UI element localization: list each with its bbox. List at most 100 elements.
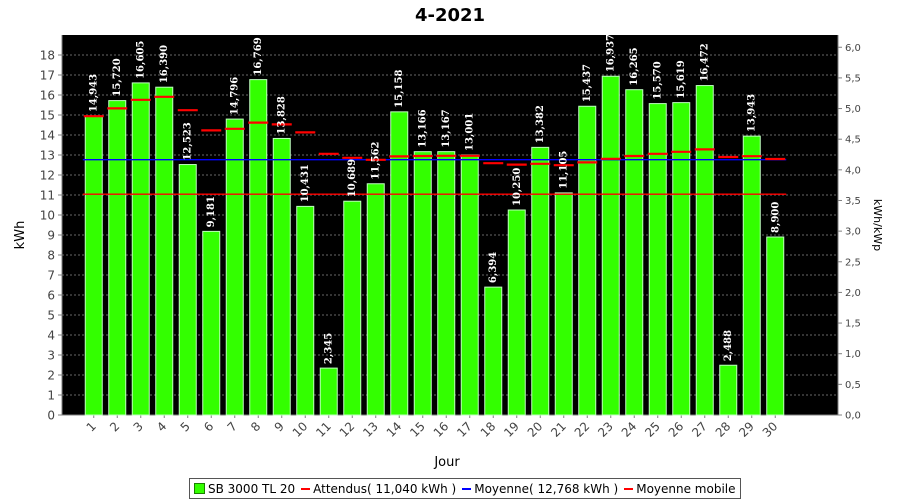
y2-tick-label: 6,0 bbox=[845, 43, 861, 54]
x-tick-label: 17 bbox=[454, 419, 475, 440]
y2-tick-label: 5,5 bbox=[845, 73, 861, 84]
bar-value-label: 10,431 bbox=[300, 164, 311, 202]
bar bbox=[648, 103, 667, 416]
y-tick-label: 13 bbox=[40, 149, 55, 163]
x-tick-label: 2 bbox=[107, 419, 122, 434]
bar-value-label: 6,394 bbox=[488, 252, 499, 283]
legend-label-moyenne-mobile: Moyenne mobile bbox=[636, 481, 736, 496]
x-tick-label: 19 bbox=[501, 419, 522, 440]
y-axis-label: kWh bbox=[13, 221, 28, 250]
bar bbox=[531, 146, 550, 416]
bar bbox=[390, 111, 409, 416]
x-tick-label: 13 bbox=[360, 419, 381, 440]
bar-value-label: 2,345 bbox=[324, 333, 335, 364]
x-tick-label: 3 bbox=[131, 419, 146, 434]
bar bbox=[601, 75, 620, 416]
legend-label-production: SB 3000 TL 20 bbox=[208, 481, 296, 496]
bar-value-label: 10,689 bbox=[347, 159, 358, 197]
x-tick-label: 6 bbox=[201, 419, 216, 434]
chart-title: 4-2021 bbox=[415, 5, 485, 26]
y-axis-right: 0,0 0,5 1,0 1,5 2,0 2,5 3,0 3,5 4,0 4,5 5,0 5,5 6,0 bbox=[837, 35, 861, 422]
y-tick-label: 11 bbox=[40, 189, 55, 203]
bar-value-label: 11,105 bbox=[559, 151, 570, 189]
y-tick-label: 3 bbox=[47, 349, 55, 363]
x-tick-label: 12 bbox=[337, 419, 358, 440]
bar bbox=[225, 118, 244, 416]
y2-tick-label: 5,0 bbox=[845, 104, 861, 115]
x-tick-label: 9 bbox=[272, 419, 287, 434]
legend-label-attendus: Attendus( 11,040 kWh ) bbox=[313, 481, 457, 496]
bar bbox=[507, 209, 526, 416]
legend-item-attendus: Attendus( 11,040 kWh ) bbox=[301, 482, 456, 496]
bar bbox=[766, 236, 785, 416]
y-tick-label: 8 bbox=[47, 249, 55, 263]
y-tick-label: 17 bbox=[40, 69, 55, 83]
y-tick-label: 4 bbox=[47, 329, 55, 343]
y-tick-label: 1 bbox=[47, 389, 55, 403]
bar bbox=[155, 86, 174, 416]
x-tick-label: 20 bbox=[525, 419, 546, 440]
bar bbox=[84, 115, 103, 416]
y-tick-label: 10 bbox=[40, 209, 55, 223]
bar-value-label: 16,605 bbox=[136, 41, 147, 79]
bar-value-label: 15,158 bbox=[394, 70, 405, 108]
bar-value-label: 16,769 bbox=[253, 37, 264, 75]
x-tick-label: 27 bbox=[689, 419, 710, 440]
bar-value-label: 13,382 bbox=[535, 105, 546, 143]
x-tick-label: 14 bbox=[384, 419, 405, 440]
bar-value-label: 10,250 bbox=[512, 168, 523, 206]
bar bbox=[413, 151, 432, 416]
y-tick-label: 15 bbox=[40, 109, 55, 123]
bar bbox=[672, 102, 691, 416]
bar-value-label: 16,472 bbox=[700, 43, 711, 81]
y-tick-label: 9 bbox=[47, 229, 55, 243]
bar bbox=[272, 137, 291, 416]
x-tick-label: 22 bbox=[572, 419, 593, 440]
x-tick-label: 18 bbox=[478, 419, 499, 440]
x-tick-label: 11 bbox=[313, 419, 334, 440]
x-tick-label: 24 bbox=[619, 419, 640, 440]
x-tick-label: 7 bbox=[225, 419, 240, 434]
x-tick-label: 21 bbox=[548, 419, 569, 440]
legend-item-moyenne: Moyenne( 12,768 kWh ) bbox=[462, 482, 618, 496]
x-tick-label: 26 bbox=[666, 419, 687, 440]
bar-value-label: 15,720 bbox=[112, 58, 123, 96]
y2-axis-label: kWh/kWp bbox=[871, 199, 884, 251]
chart-legend: SB 3000 TL 20 Attendus( 11,040 kWh ) Moy… bbox=[189, 478, 741, 499]
legend-swatch-attendus bbox=[301, 487, 311, 490]
y2-tick-label: 1,5 bbox=[845, 319, 861, 330]
bar bbox=[319, 367, 338, 416]
x-tick-label: 29 bbox=[736, 419, 757, 440]
bar-value-label: 8,900 bbox=[770, 202, 781, 233]
bar-value-label: 15,570 bbox=[653, 61, 664, 99]
bar-value-label: 13,167 bbox=[441, 109, 452, 147]
bar-value-label: 11,562 bbox=[371, 141, 382, 179]
y-tick-label: 14 bbox=[40, 129, 55, 143]
y2-tick-label: 4,0 bbox=[845, 165, 861, 176]
bar-value-label: 15,437 bbox=[582, 64, 593, 102]
bar bbox=[131, 82, 150, 416]
bar bbox=[366, 183, 385, 416]
x-tick-label: 23 bbox=[595, 419, 616, 440]
bar bbox=[554, 192, 573, 416]
legend-swatch-moyenne-mobile bbox=[624, 487, 634, 490]
y2-tick-label: 2,0 bbox=[845, 288, 861, 299]
y-tick-label: 5 bbox=[47, 309, 55, 323]
legend-label-moyenne: Moyenne( 12,768 kWh ) bbox=[474, 481, 619, 496]
y-tick-label: 6 bbox=[47, 289, 55, 303]
bar-value-label: 2,488 bbox=[723, 330, 734, 361]
y2-tick-label: 3,0 bbox=[845, 227, 861, 238]
bar bbox=[484, 286, 503, 416]
x-axis: 1 2 3 4 5 6 7 8 9 10 11 12 13 14 15 16 17 18 19 20 21 22 23 24 2… bbox=[62, 414, 838, 440]
bar-value-label: 15,619 bbox=[676, 60, 687, 98]
bar-value-label: 16,937 bbox=[606, 34, 617, 72]
reference-lines bbox=[82, 158, 787, 195]
bar-value-label: 9,181 bbox=[206, 196, 217, 227]
x-axis-label: Jour bbox=[433, 455, 460, 470]
bar-value-label: 16,390 bbox=[159, 45, 170, 83]
y2-tick-label: 0,0 bbox=[845, 411, 861, 422]
x-tick-label: 28 bbox=[713, 419, 734, 440]
bar bbox=[695, 85, 714, 416]
x-tick-label: 8 bbox=[248, 419, 263, 434]
x-tick-label: 25 bbox=[642, 419, 663, 440]
